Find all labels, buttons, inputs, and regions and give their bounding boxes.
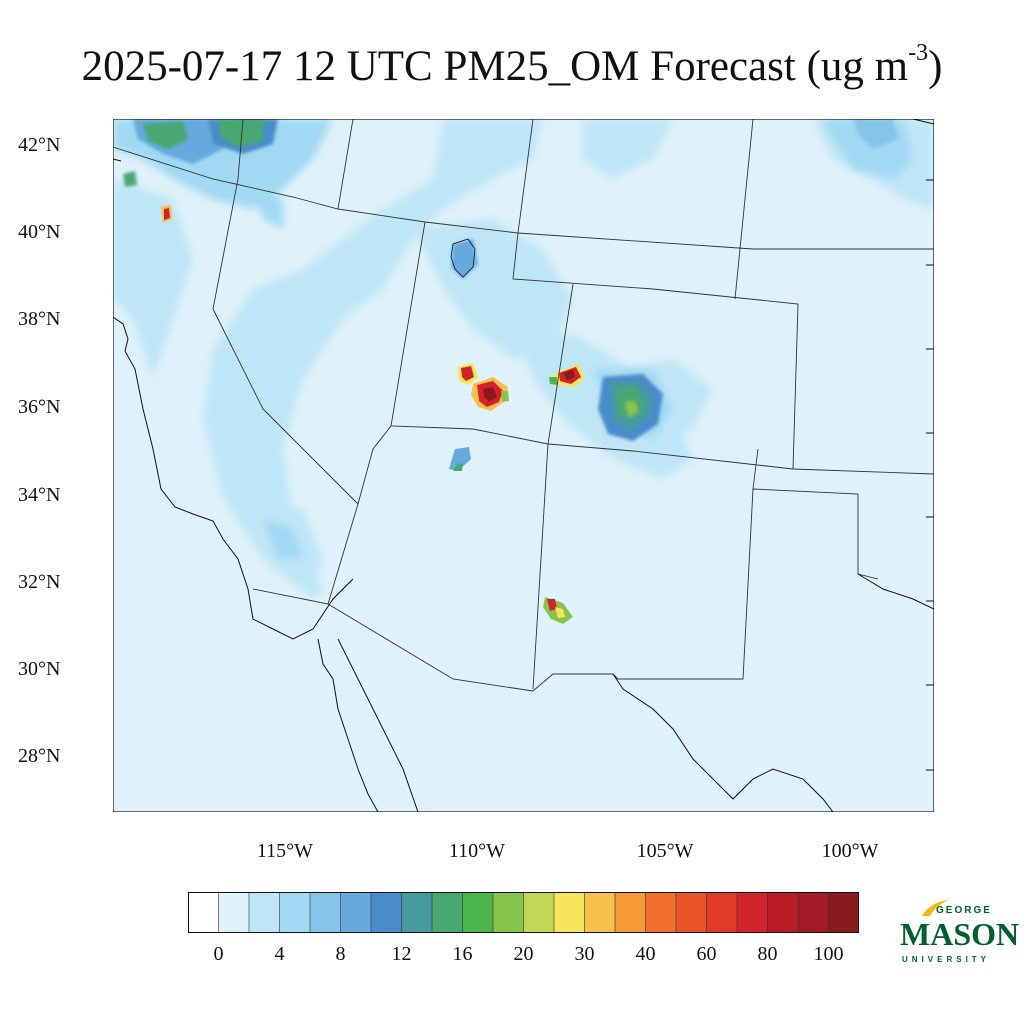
hotspot-colorado-fire [549,364,585,387]
lat-label-28: 28°N [18,745,61,767]
colorbar-swatch [401,892,433,933]
colorbar-swatch [736,892,769,933]
hotspot-nevada-fire [161,205,172,223]
lat-label-32: 32°N [18,571,61,593]
state-borders [113,119,934,692]
colorbar-label: 100 [813,943,844,965]
smoke-green-layer [123,119,263,187]
colorbar-swatch [188,892,220,933]
colorbar-label: 8 [335,943,346,965]
colorbar-swatch [675,892,708,933]
colorbar-swatch [828,892,859,933]
lat-label-38: 38°N [18,308,61,330]
forecast-map [113,119,934,812]
lat-label-40: 40°N [18,221,61,243]
international-border [612,119,934,812]
colorbar-label: 40 [635,943,656,965]
colorbar-label: 60 [696,943,717,965]
colorbar-swatch [309,892,342,933]
hotspot-nm-cluster [598,374,663,441]
colorbar-swatch [279,892,311,933]
logo-swoosh-icon [922,900,948,916]
colorbar-swatch [462,892,494,933]
colorbar-label: 4 [274,943,285,965]
colorbar-swatch [218,892,250,933]
colorbar-swatch [523,892,555,933]
coastline [113,119,419,812]
colorbar-swatch [553,892,586,933]
lat-label-34: 34°N [18,484,61,506]
hotspot-arizona-fire [449,447,471,471]
colorbar-label: 80 [757,943,778,965]
great-salt-lake [450,238,476,278]
lon-label-105w: 105°W [636,840,694,862]
colorbar-swatch [370,892,403,933]
colorbar-swatch [340,892,372,933]
lon-label-110w: 110°W [448,840,506,862]
lat-label-36: 36°N [18,396,61,418]
colorbar-swatch [431,892,464,933]
colorbar-swatch [614,892,647,933]
colorbar-label: 16 [452,943,473,965]
map-title: 2025-07-17 12 UTC PM25_OM Forecast (ug m… [81,40,943,90]
george-mason-logo: GEORGE MASON UNIVERSITY [898,898,1019,968]
hotspot-southern-nm-fire [543,597,573,624]
colorbar-swatch [584,892,616,933]
colorbar-swatch [767,892,799,933]
colorbar-swatch [492,892,525,933]
colorbar [188,892,859,933]
colorbar-label: 0 [213,943,224,965]
lon-label-100w: 100°W [821,840,879,862]
lon-label-115w: 115°W [256,840,314,862]
lat-label-30: 30°N [18,658,61,680]
colorbar-label: 30 [574,943,595,965]
colorbar-label: 20 [513,943,534,965]
colorbar-label: 12 [391,943,412,965]
lat-label-42: 42°N [18,134,61,156]
colorbar-swatch [797,892,830,933]
map-ticks [926,179,934,771]
colorbar-swatch [248,892,281,933]
hotspot-utah-fire [458,363,509,411]
colorbar-swatch [706,892,738,933]
colorbar-swatch [645,892,677,933]
